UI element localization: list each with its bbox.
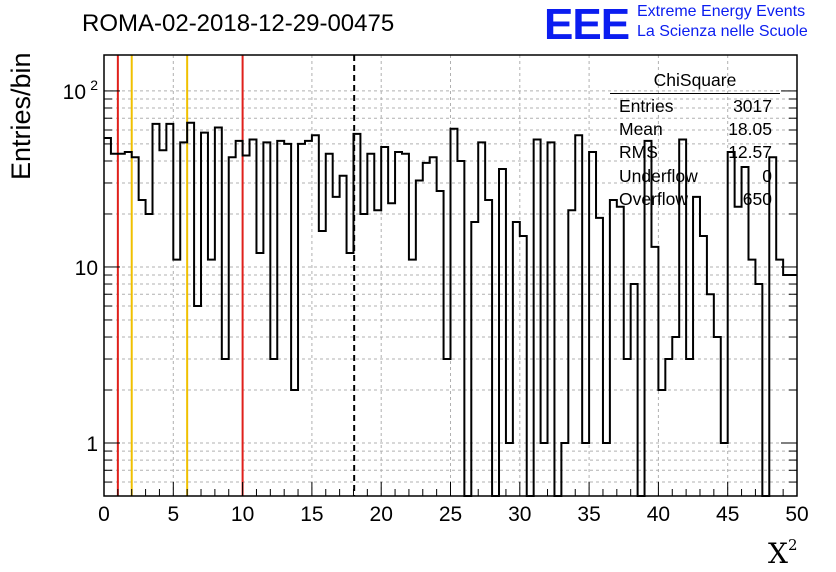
x-axis-label-exponent: 2: [787, 536, 798, 554]
stats-row: Mean 18.05: [610, 118, 780, 141]
x-tick-label: 5: [167, 503, 179, 526]
stats-label: Overflow: [619, 188, 689, 209]
stats-value: 0: [762, 165, 772, 186]
stats-value: 3017: [733, 96, 772, 116]
x-axis-label: X2: [768, 536, 797, 570]
stats-row: Entries 3017: [610, 95, 780, 118]
x-tick-label: 35: [577, 503, 600, 526]
stats-value: 650: [742, 188, 772, 209]
x-tick-label: 15: [300, 503, 323, 526]
chart-title: ROMA-02-2018-12-29-00475: [82, 10, 395, 37]
y-tick-exponent: 2: [90, 77, 98, 93]
stats-label: RMS: [619, 142, 658, 163]
x-tick-label: 45: [716, 503, 739, 526]
stats-row: Overflow 650: [610, 188, 780, 211]
logo-line-2: La Scienza nelle Scuole: [637, 23, 808, 40]
stats-label: Mean: [619, 119, 663, 140]
axis-ticks: [103, 90, 798, 497]
x-tick-label: 40: [647, 503, 670, 526]
stats-title: ChiSquare: [610, 70, 780, 94]
x-axis-label-base: X: [768, 537, 788, 570]
y-tick-label: 1: [86, 433, 98, 456]
stats-row: RMS 12.57: [610, 141, 780, 164]
stats-label: Underflow: [619, 165, 698, 186]
x-tick-label: 30: [508, 503, 531, 526]
stats-value: 12.57: [728, 142, 772, 163]
x-tick-label: 20: [370, 503, 393, 526]
x-tick-label: 10: [231, 503, 254, 526]
stats-row: Underflow 0: [610, 165, 780, 188]
histogram-outline: [104, 121, 797, 497]
y-tick-label: 10: [63, 81, 86, 104]
x-tick-label: 25: [439, 503, 462, 526]
eee-logo: EEE: [544, 0, 630, 49]
y-axis-label: Entries/bin: [6, 52, 36, 180]
stats-box: ChiSquare Entries 3017 Mean 18.05 RMS 12.57…: [610, 70, 780, 211]
grid: [104, 55, 797, 497]
logo-line-1: Extreme Energy Events: [637, 3, 806, 20]
x-tick-label: 0: [98, 503, 110, 526]
x-tick-label: 50: [785, 503, 808, 526]
stats-label: Entries: [619, 96, 674, 116]
stats-value: 18.05: [728, 119, 772, 140]
y-tick-label: 10: [75, 257, 98, 280]
